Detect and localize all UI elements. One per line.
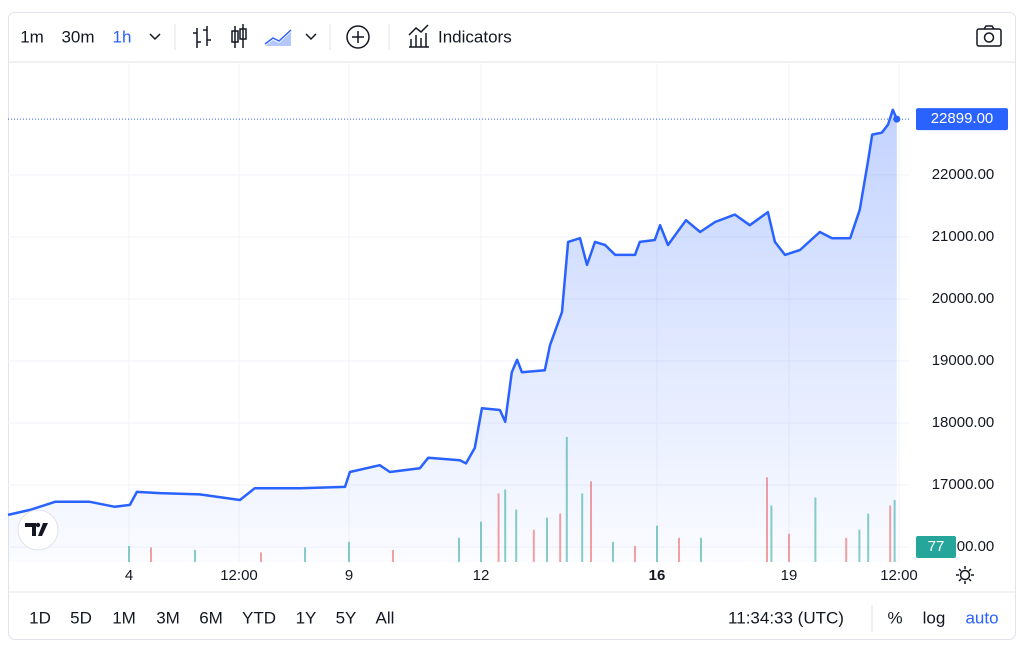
- camera-lens: [983, 32, 995, 43]
- camera-top: [983, 25, 995, 30]
- bars-icon[interactable]: [193, 26, 211, 48]
- range-button[interactable]: YTD: [242, 608, 276, 627]
- x-tick-label: 16: [649, 567, 666, 584]
- y-tick-label: 20000.00: [932, 290, 995, 307]
- range-button[interactable]: 6M: [199, 608, 223, 627]
- y-tick-label: 18000.00: [932, 414, 995, 431]
- settings-icon[interactable]: [959, 569, 971, 581]
- y-tick-label: 22000.00: [932, 166, 995, 183]
- toolbar-icons: [149, 24, 1002, 632]
- x-tick-label: 4: [125, 567, 133, 584]
- settings-rays: [956, 566, 974, 584]
- indicators-icon[interactable]: [408, 24, 429, 48]
- x-tick-label: 9: [345, 567, 353, 584]
- x-tick-label: 12:00: [220, 567, 258, 584]
- interval-button[interactable]: 30m: [61, 27, 94, 46]
- range-button[interactable]: 1M: [112, 608, 136, 627]
- range-button[interactable]: 1Y: [296, 608, 317, 627]
- volume-tag: [916, 536, 956, 558]
- plot-area: [7, 62, 910, 563]
- indicators-button[interactable]: Indicators: [438, 27, 512, 46]
- price-area: [8, 109, 897, 563]
- range-button[interactable]: 3M: [156, 608, 180, 627]
- last-price-tag: [916, 108, 1008, 131]
- price-line: [7, 108, 898, 517]
- range-button[interactable]: 5Y: [336, 608, 357, 627]
- x-tick-label: 19: [781, 567, 798, 584]
- logo-dot: [35, 522, 41, 528]
- area-icon[interactable]: [264, 29, 292, 45]
- compare-icon[interactable]: [346, 25, 370, 49]
- last-price-label: 22899.00: [931, 110, 994, 127]
- x-tick-label: 12:00: [880, 567, 918, 584]
- y-tick-label: 17000.00: [932, 476, 995, 493]
- scale-option[interactable]: log: [923, 608, 946, 627]
- area-icon-fill: [265, 32, 291, 46]
- range-button[interactable]: 5D: [70, 608, 92, 627]
- candle-body: [239, 28, 247, 40]
- camera-icon[interactable]: [976, 28, 1002, 47]
- style-chevron[interactable]: [305, 33, 317, 41]
- y-tick-label: 19000.00: [932, 352, 995, 369]
- logo-circle: [17, 509, 59, 551]
- interval-button[interactable]: 1m: [20, 27, 44, 46]
- y-tick-label: 21000.00: [932, 228, 995, 245]
- clock: 11:34:33 (UTC): [728, 608, 844, 627]
- range-button[interactable]: 1D: [29, 608, 51, 627]
- candle-body: [231, 30, 239, 43]
- candles-icon[interactable]: [234, 24, 244, 48]
- interval-button[interactable]: 1h: [113, 27, 132, 46]
- interval-chevron[interactable]: [149, 33, 161, 41]
- logo-mark: [25, 523, 48, 536]
- tv-logo: [17, 509, 59, 551]
- compare-plus: [352, 31, 364, 43]
- volume-label: 77: [928, 538, 945, 555]
- scale-option[interactable]: %: [887, 608, 902, 627]
- x-tick-label: 12: [473, 567, 490, 584]
- scale-option[interactable]: auto: [965, 608, 998, 627]
- range-button[interactable]: All: [376, 608, 395, 627]
